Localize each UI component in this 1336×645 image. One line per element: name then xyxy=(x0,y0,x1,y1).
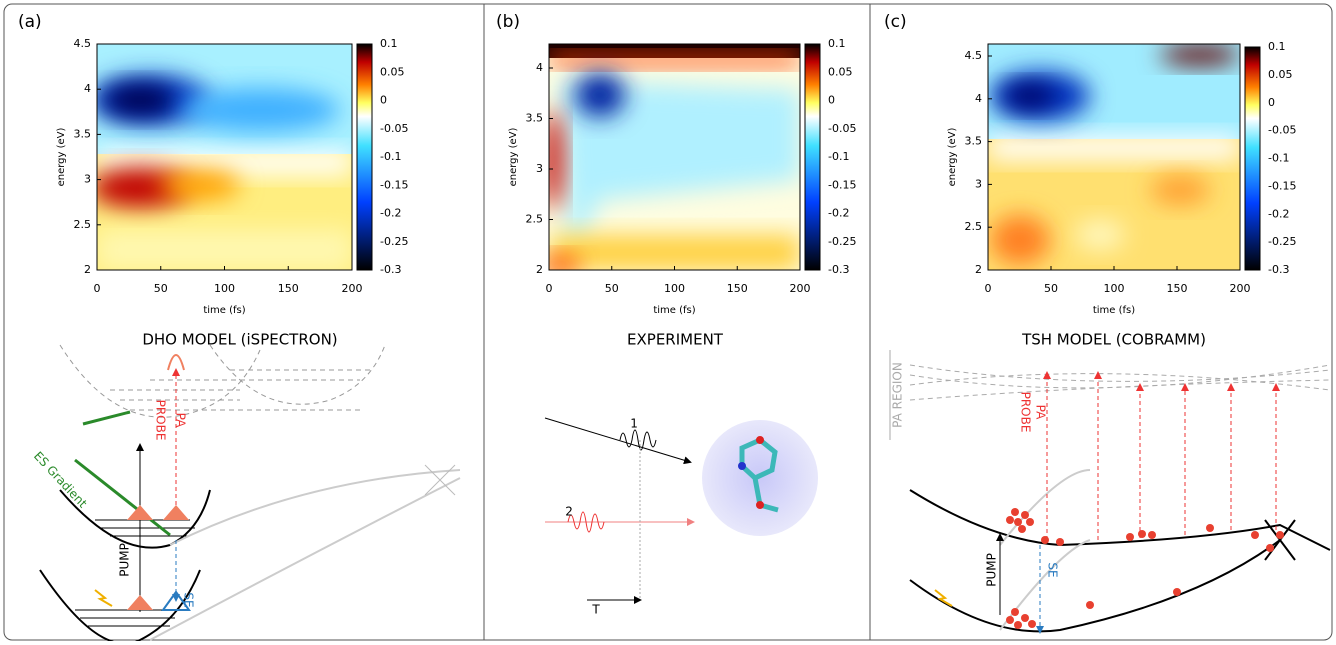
colorbar-tick-label: 0 xyxy=(1268,96,1275,109)
colorbar-tick-label: -0.3 xyxy=(380,263,401,276)
x-tick-label: 0 xyxy=(94,282,101,295)
colorbar-tick-label: 0.1 xyxy=(380,37,398,50)
x-tick-label: 150 xyxy=(278,282,299,295)
heatmap xyxy=(549,44,800,270)
y-tick-label: 4 xyxy=(975,92,982,105)
y-tick-label: 3.5 xyxy=(965,135,983,148)
x-axis-label: time (fs) xyxy=(1093,305,1135,316)
diagram-label: SE xyxy=(182,592,196,607)
y-tick-label: 4.5 xyxy=(74,37,92,50)
y-tick-label: 2.5 xyxy=(74,218,92,231)
colorbar-tick-label: -0.05 xyxy=(380,122,408,135)
colorbar-tick-label: -0.1 xyxy=(380,150,401,163)
heatmap xyxy=(97,44,352,270)
y-tick-label: 3.5 xyxy=(74,127,92,140)
colorbar-tick-label: -0.15 xyxy=(380,178,408,191)
y-tick-label: 3 xyxy=(536,162,543,175)
x-tick-label: 0 xyxy=(546,282,553,295)
colorbar-tick-label: 0 xyxy=(380,94,387,107)
x-tick-label: 50 xyxy=(605,282,619,295)
y-tick-label: 4 xyxy=(536,61,543,74)
panel-title: DHO MODEL (iSPECTRON) xyxy=(142,331,337,349)
diagram-label: PROBE xyxy=(1019,392,1033,433)
y-tick-label: 4 xyxy=(84,82,91,95)
x-tick-label: 0 xyxy=(985,282,992,295)
y-axis-label: energy (eV) xyxy=(56,127,67,186)
colorbar-tick-label: -0.2 xyxy=(828,207,849,220)
colorbar-tick-label: -0.1 xyxy=(828,150,849,163)
y-tick-label: 3 xyxy=(975,177,982,190)
colorbar-tick-label: -0.3 xyxy=(1268,263,1289,276)
x-tick-label: 200 xyxy=(1230,282,1251,295)
diagram-label: PA xyxy=(174,413,188,428)
diagram-label: PUMP xyxy=(985,553,999,587)
y-tick-label: 2.5 xyxy=(526,213,544,226)
diagram-b xyxy=(544,417,818,604)
colorbar-tick-label: 0.05 xyxy=(1268,68,1293,81)
y-tick-label: 2.5 xyxy=(965,220,983,233)
y-tick-label: 3 xyxy=(84,173,91,186)
colorbars xyxy=(356,43,1261,271)
panel-title: EXPERIMENT xyxy=(627,331,724,349)
panel-label: (c) xyxy=(884,12,907,32)
colorbar-tick-label: 0 xyxy=(828,94,835,107)
colorbar-tick-label: 0.1 xyxy=(1268,40,1286,53)
colorbar-tick-label: -0.1 xyxy=(1268,152,1289,165)
x-tick-label: 200 xyxy=(790,282,811,295)
x-tick-label: 50 xyxy=(154,282,168,295)
diagram-label: T xyxy=(591,603,600,617)
colorbar-tick-label: -0.05 xyxy=(1268,124,1296,137)
x-tick-label: 200 xyxy=(342,282,363,295)
x-axis-label: time (fs) xyxy=(653,305,695,316)
diagram-c xyxy=(889,350,1331,634)
colorbar-tick-label: -0.15 xyxy=(828,178,856,191)
y-tick-label: 3.5 xyxy=(526,112,544,125)
colorbar-tick-label: 0.05 xyxy=(828,65,853,78)
colorbar-tick-label: -0.25 xyxy=(380,235,408,248)
frame xyxy=(3,3,1333,641)
y-tick-label: 2 xyxy=(975,263,982,276)
y-tick-label: 2 xyxy=(84,263,91,276)
y-tick-label: 4.5 xyxy=(965,49,983,62)
colorbar-tick-label: -0.05 xyxy=(828,122,856,135)
colorbar-tick-label: -0.2 xyxy=(1268,207,1289,220)
diagram-label: ES Gradient xyxy=(31,449,90,511)
x-tick-label: 100 xyxy=(214,282,235,295)
diagram-label: PUMP xyxy=(118,543,132,577)
colorbar-tick-label: -0.25 xyxy=(1268,235,1296,248)
colorbar-tick-label: -0.15 xyxy=(1268,179,1296,192)
colorbar-tick-label: 0.1 xyxy=(828,37,846,50)
diagram-label: 1 xyxy=(630,417,638,431)
diagram-label: PROBE xyxy=(154,400,168,441)
diagram-label: PA xyxy=(1034,405,1048,420)
heatmap xyxy=(988,44,1240,270)
x-tick-label: 100 xyxy=(1104,282,1125,295)
diagram-label: PA REGION xyxy=(891,362,905,428)
diagram-label: SE xyxy=(1046,562,1060,577)
y-axis-label: energy (eV) xyxy=(947,127,958,186)
panel-label: (b) xyxy=(496,12,520,32)
diagram-label: 2 xyxy=(565,505,573,519)
colorbar-tick-label: -0.2 xyxy=(380,207,401,220)
x-tick-label: 50 xyxy=(1044,282,1058,295)
x-tick-label: 100 xyxy=(664,282,685,295)
x-tick-label: 150 xyxy=(1167,282,1188,295)
x-tick-label: 150 xyxy=(727,282,748,295)
colorbar-tick-label: 0.05 xyxy=(380,65,405,78)
diagram-a xyxy=(39,344,461,645)
colorbar-tick-label: -0.3 xyxy=(828,263,849,276)
panel-label: (a) xyxy=(18,12,42,32)
panel-title: TSH MODEL (COBRAMM) xyxy=(1021,331,1206,349)
colorbar-tick-label: -0.25 xyxy=(828,235,856,248)
x-axis-label: time (fs) xyxy=(203,305,245,316)
y-axis-label: energy (eV) xyxy=(508,127,519,186)
y-tick-label: 2 xyxy=(536,263,543,276)
